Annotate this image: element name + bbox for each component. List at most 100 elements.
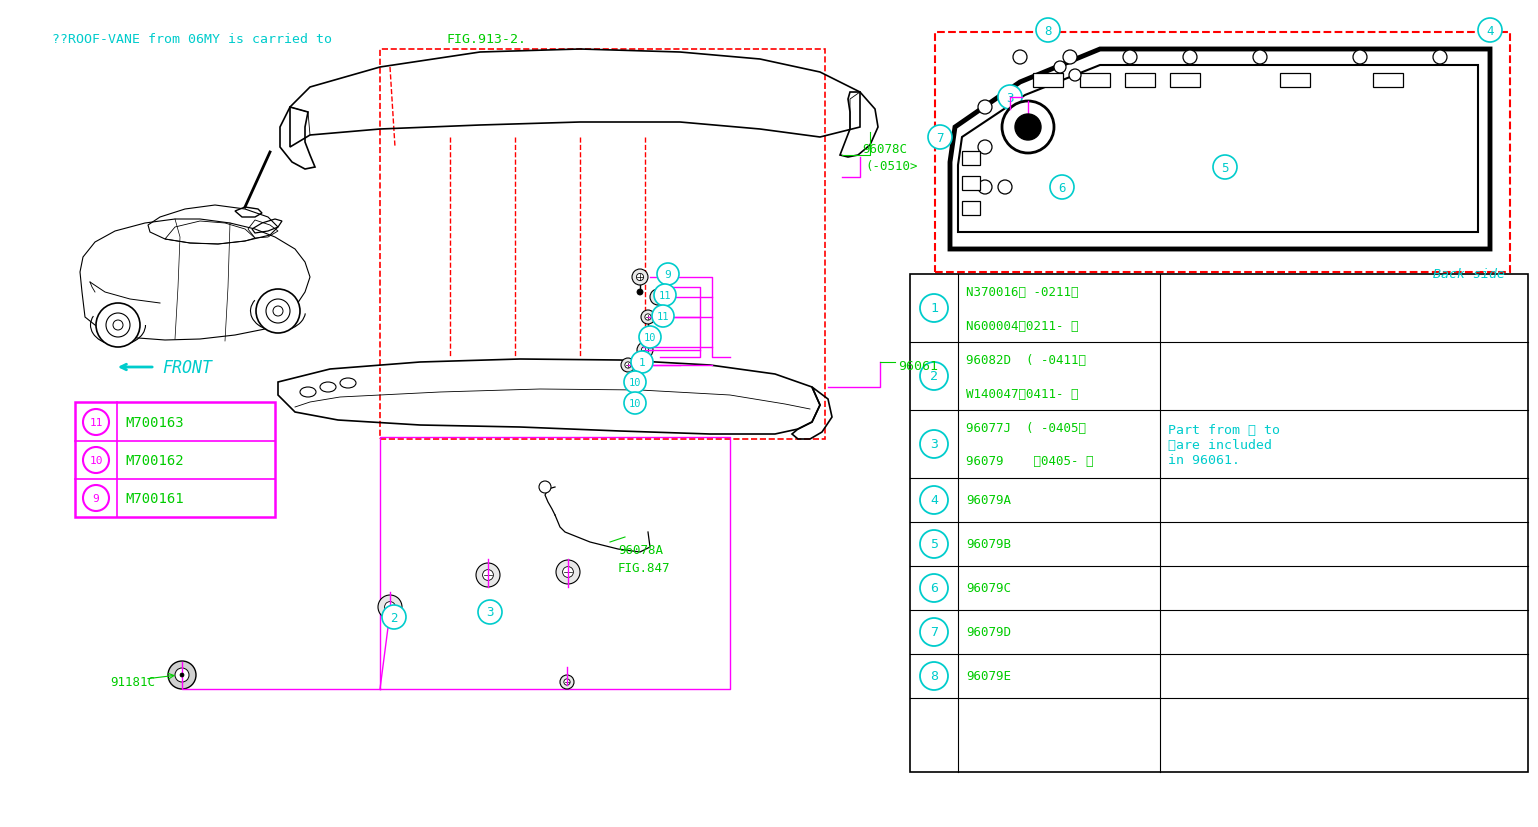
Circle shape xyxy=(651,289,666,306)
Circle shape xyxy=(624,371,646,394)
Circle shape xyxy=(168,662,195,689)
Circle shape xyxy=(998,181,1012,195)
Text: 5: 5 xyxy=(930,538,938,551)
Text: 96079D: 96079D xyxy=(966,626,1010,638)
Circle shape xyxy=(83,485,109,511)
Text: 4: 4 xyxy=(1486,25,1493,37)
Text: M700162: M700162 xyxy=(125,453,183,467)
Circle shape xyxy=(621,359,635,372)
Circle shape xyxy=(83,409,109,436)
Circle shape xyxy=(557,561,580,585)
Circle shape xyxy=(1015,115,1041,141)
Text: 10: 10 xyxy=(644,332,657,342)
Circle shape xyxy=(266,299,291,323)
Bar xyxy=(1034,74,1063,88)
Circle shape xyxy=(1433,51,1447,65)
Circle shape xyxy=(637,289,643,295)
Text: 5: 5 xyxy=(1221,161,1229,174)
Circle shape xyxy=(175,668,189,682)
Bar xyxy=(961,202,980,216)
Circle shape xyxy=(180,673,185,677)
Bar xyxy=(1373,74,1403,88)
Circle shape xyxy=(978,141,992,155)
Circle shape xyxy=(563,567,574,578)
Circle shape xyxy=(657,264,678,285)
Text: 96079    （0405- ）: 96079 （0405- ） xyxy=(966,455,1094,468)
Circle shape xyxy=(920,619,947,646)
Circle shape xyxy=(381,605,406,629)
Text: 96061: 96061 xyxy=(898,359,938,372)
Circle shape xyxy=(641,311,655,325)
Text: N600004（0211- ）: N600004（0211- ） xyxy=(966,319,1078,332)
Circle shape xyxy=(95,304,140,347)
Text: 96077J  ( -0405）: 96077J ( -0405） xyxy=(966,421,1086,434)
Text: 96078C: 96078C xyxy=(861,143,907,155)
Text: M700163: M700163 xyxy=(125,415,183,429)
Circle shape xyxy=(274,307,283,317)
Circle shape xyxy=(1001,102,1054,154)
Circle shape xyxy=(920,530,947,558)
Text: 2: 2 xyxy=(391,611,398,624)
Text: N370016（ -0211）: N370016（ -0211） xyxy=(966,285,1078,299)
Text: 6: 6 xyxy=(1058,181,1066,194)
Bar xyxy=(1280,74,1310,88)
Circle shape xyxy=(655,309,661,316)
Text: W140047（0411- ）: W140047（0411- ） xyxy=(966,387,1078,400)
Text: 96082D  ( -0411）: 96082D ( -0411） xyxy=(966,353,1086,366)
Circle shape xyxy=(927,126,952,150)
Text: 10: 10 xyxy=(629,378,641,388)
Circle shape xyxy=(1014,51,1027,65)
Circle shape xyxy=(644,314,651,321)
Text: 10: 10 xyxy=(629,399,641,409)
Bar xyxy=(961,152,980,165)
Text: 3: 3 xyxy=(1006,92,1014,104)
Text: 96079B: 96079B xyxy=(966,538,1010,551)
Circle shape xyxy=(106,313,131,337)
Circle shape xyxy=(1054,62,1066,74)
Text: 10: 10 xyxy=(89,456,103,466)
Text: 3: 3 xyxy=(486,605,494,619)
Circle shape xyxy=(478,600,501,624)
Text: 9: 9 xyxy=(664,270,672,280)
Text: 1: 1 xyxy=(638,357,646,367)
Text: 96079A: 96079A xyxy=(966,494,1010,507)
Circle shape xyxy=(920,431,947,458)
Text: 7: 7 xyxy=(937,131,944,145)
Text: Back side: Back side xyxy=(1433,268,1506,280)
Circle shape xyxy=(112,321,123,331)
Circle shape xyxy=(384,602,395,613)
Text: FIG.847: FIG.847 xyxy=(618,561,671,574)
Circle shape xyxy=(1353,51,1367,65)
Text: 8: 8 xyxy=(1044,25,1052,37)
Circle shape xyxy=(641,347,649,354)
Circle shape xyxy=(978,101,992,115)
Text: 4: 4 xyxy=(930,494,938,507)
Text: 11: 11 xyxy=(657,312,669,322)
Circle shape xyxy=(255,289,300,333)
Circle shape xyxy=(1253,51,1267,65)
Text: (-0510>: (-0510> xyxy=(864,160,918,173)
Circle shape xyxy=(637,342,654,359)
Text: 2: 2 xyxy=(930,370,938,383)
Text: M700161: M700161 xyxy=(125,491,183,505)
Circle shape xyxy=(644,330,651,336)
Text: 11: 11 xyxy=(658,290,671,301)
Circle shape xyxy=(475,563,500,587)
Text: 96079E: 96079E xyxy=(966,670,1010,682)
Circle shape xyxy=(1183,51,1197,65)
Text: 6: 6 xyxy=(930,582,938,595)
Circle shape xyxy=(378,595,401,619)
Circle shape xyxy=(654,294,661,301)
Circle shape xyxy=(920,574,947,602)
Bar xyxy=(1170,74,1200,88)
Circle shape xyxy=(638,327,661,348)
Circle shape xyxy=(652,306,674,327)
Circle shape xyxy=(920,362,947,390)
Circle shape xyxy=(632,270,647,285)
Circle shape xyxy=(1213,155,1237,179)
Bar xyxy=(1124,74,1155,88)
Circle shape xyxy=(1063,51,1077,65)
Text: 96078A: 96078A xyxy=(618,543,663,556)
Bar xyxy=(75,403,275,518)
Circle shape xyxy=(624,393,646,414)
